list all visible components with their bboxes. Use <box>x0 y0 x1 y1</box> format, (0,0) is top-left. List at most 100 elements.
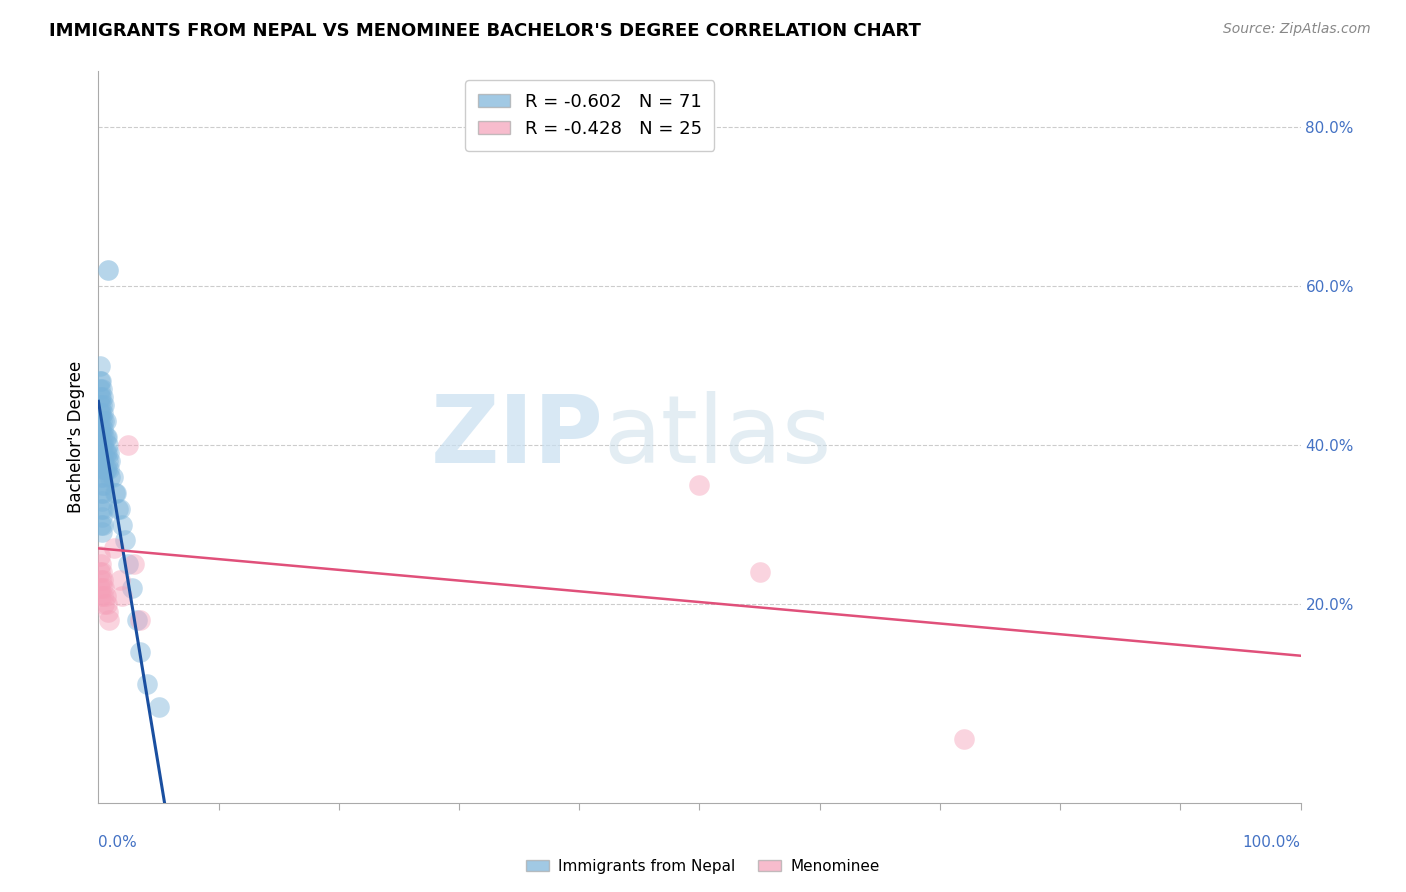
Point <box>97 438 120 452</box>
Point <box>91 406 114 420</box>
Point <box>90 501 112 516</box>
Text: ZIP: ZIP <box>430 391 603 483</box>
Point <box>89 398 111 412</box>
Point <box>91 383 114 397</box>
Point <box>89 430 111 444</box>
Y-axis label: Bachelor's Degree: Bachelor's Degree <box>66 361 84 513</box>
Point <box>93 597 115 611</box>
Point <box>94 589 117 603</box>
Point <box>96 430 118 444</box>
Point <box>91 485 114 500</box>
Point <box>107 501 129 516</box>
Point <box>93 462 115 476</box>
Point <box>121 581 143 595</box>
Point <box>89 566 111 580</box>
Point <box>100 470 122 484</box>
Legend: Immigrants from Nepal, Menominee: Immigrants from Nepal, Menominee <box>520 853 886 880</box>
Point <box>89 414 111 428</box>
Point <box>90 558 112 572</box>
Point <box>94 430 117 444</box>
Point <box>91 581 114 595</box>
Point <box>93 581 115 595</box>
Point <box>89 383 111 397</box>
Point <box>748 566 770 580</box>
Point <box>98 462 121 476</box>
Point <box>91 470 114 484</box>
Point <box>108 501 131 516</box>
Point <box>98 613 121 627</box>
Point <box>114 533 136 548</box>
Text: Source: ZipAtlas.com: Source: ZipAtlas.com <box>1223 22 1371 37</box>
Point <box>93 430 115 444</box>
Point <box>89 390 111 404</box>
Point <box>94 446 117 460</box>
Point <box>96 446 118 460</box>
Text: 100.0%: 100.0% <box>1243 835 1301 849</box>
Point <box>97 263 120 277</box>
Point <box>91 446 114 460</box>
Point <box>94 414 117 428</box>
Point <box>93 414 115 428</box>
Point <box>93 446 115 460</box>
Point <box>90 517 112 532</box>
Point <box>90 485 112 500</box>
Point <box>101 470 124 484</box>
Point <box>93 477 115 491</box>
Point <box>91 477 114 491</box>
Point <box>124 558 146 572</box>
Point <box>96 462 118 476</box>
Point <box>91 525 114 540</box>
Text: 0.0%: 0.0% <box>98 835 138 849</box>
Text: IMMIGRANTS FROM NEPAL VS MENOMINEE BACHELOR'S DEGREE CORRELATION CHART: IMMIGRANTS FROM NEPAL VS MENOMINEE BACHE… <box>49 22 921 40</box>
Point <box>89 422 111 436</box>
Point <box>91 398 114 412</box>
Point <box>94 462 117 476</box>
Point <box>135 676 157 690</box>
Point <box>90 470 112 484</box>
Point <box>90 438 112 452</box>
Point <box>97 605 120 619</box>
Point <box>953 732 976 747</box>
Point <box>108 573 131 587</box>
Point <box>91 493 114 508</box>
Point <box>90 589 112 603</box>
Point <box>125 613 148 627</box>
Point <box>129 613 152 627</box>
Point <box>91 517 114 532</box>
Point <box>89 375 111 389</box>
Point <box>91 573 114 587</box>
Point <box>91 589 114 603</box>
Point <box>129 645 152 659</box>
Point <box>90 454 112 468</box>
Point <box>97 454 120 468</box>
Point <box>111 517 134 532</box>
Point <box>91 430 114 444</box>
Point <box>91 414 114 428</box>
Point <box>91 422 114 436</box>
Text: atlas: atlas <box>603 391 831 483</box>
Point <box>90 390 112 404</box>
Point <box>98 446 121 460</box>
Point <box>90 406 112 420</box>
Point <box>111 589 134 603</box>
Point <box>689 477 711 491</box>
Point <box>89 581 111 595</box>
Point <box>103 541 125 556</box>
Point <box>89 406 111 420</box>
Legend: R = -0.602   N = 71, R = -0.428   N = 25: R = -0.602 N = 71, R = -0.428 N = 25 <box>465 80 714 151</box>
Point <box>90 422 112 436</box>
Point <box>91 509 114 524</box>
Point <box>96 597 118 611</box>
Point <box>117 438 139 452</box>
Point <box>91 438 114 452</box>
Point <box>105 485 128 500</box>
Point <box>90 375 112 389</box>
Point <box>89 359 111 373</box>
Point <box>91 566 114 580</box>
Point <box>104 485 127 500</box>
Point <box>91 462 114 476</box>
Point <box>100 454 122 468</box>
Point <box>90 573 112 587</box>
Point <box>89 438 111 452</box>
Point <box>91 390 114 404</box>
